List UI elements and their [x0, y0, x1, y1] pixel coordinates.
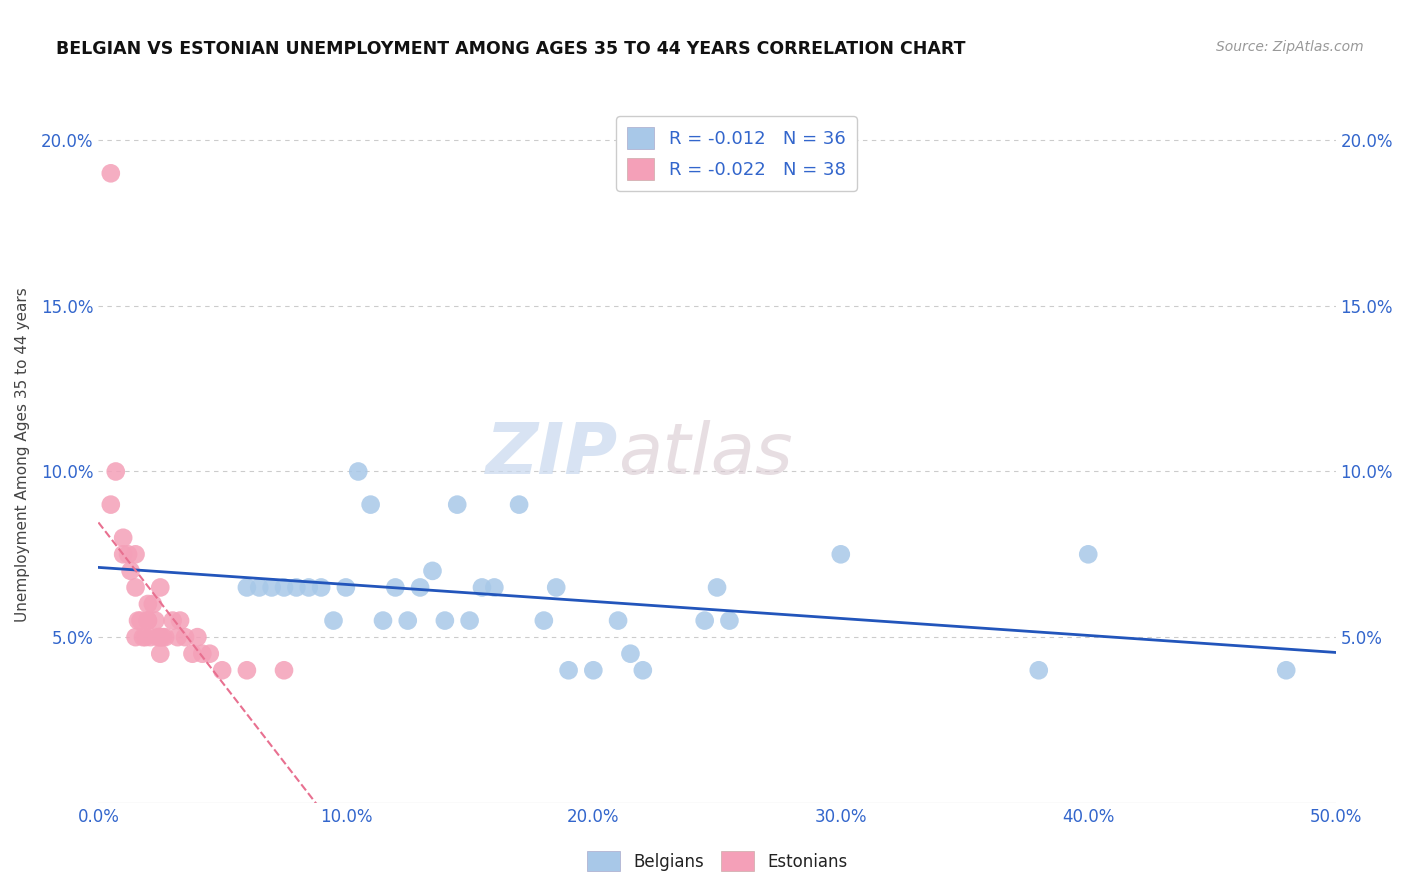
- Point: [546, 581, 568, 595]
- Point: [260, 581, 283, 595]
- Point: [100, 166, 122, 180]
- Point: [508, 498, 530, 512]
- Point: [582, 663, 605, 677]
- Point: [166, 630, 188, 644]
- Point: [409, 581, 432, 595]
- Point: [384, 581, 406, 595]
- Point: [298, 581, 321, 595]
- Point: [211, 663, 233, 677]
- Point: [557, 663, 579, 677]
- Point: [371, 614, 394, 628]
- Text: atlas: atlas: [619, 420, 793, 490]
- Point: [139, 630, 162, 644]
- Point: [124, 630, 146, 644]
- Point: [693, 614, 716, 628]
- Point: [117, 547, 139, 561]
- Point: [186, 630, 208, 644]
- Point: [112, 531, 135, 545]
- Point: [162, 614, 184, 628]
- Point: [143, 614, 166, 628]
- Point: [830, 547, 852, 561]
- Point: [396, 614, 419, 628]
- Point: [335, 581, 357, 595]
- Point: [146, 630, 169, 644]
- Point: [533, 614, 555, 628]
- Point: [198, 647, 221, 661]
- Text: BELGIAN VS ESTONIAN UNEMPLOYMENT AMONG AGES 35 TO 44 YEARS CORRELATION CHART: BELGIAN VS ESTONIAN UNEMPLOYMENT AMONG A…: [56, 40, 966, 58]
- Point: [607, 614, 630, 628]
- Point: [174, 630, 197, 644]
- Point: [124, 547, 146, 561]
- Point: [104, 465, 127, 479]
- Point: [112, 547, 135, 561]
- Point: [236, 581, 259, 595]
- Point: [149, 647, 172, 661]
- Y-axis label: Unemployment Among Ages 35 to 44 years: Unemployment Among Ages 35 to 44 years: [15, 287, 30, 623]
- Point: [322, 614, 344, 628]
- Point: [273, 581, 295, 595]
- Point: [149, 581, 172, 595]
- Point: [718, 614, 741, 628]
- Point: [149, 630, 172, 644]
- Point: [446, 498, 468, 512]
- Point: [149, 630, 172, 644]
- Point: [619, 647, 641, 661]
- Point: [134, 630, 156, 644]
- Point: [142, 597, 165, 611]
- Point: [631, 663, 654, 677]
- Point: [181, 647, 204, 661]
- Point: [1275, 663, 1298, 677]
- Point: [471, 581, 494, 595]
- Point: [129, 614, 152, 628]
- Point: [484, 581, 506, 595]
- Point: [458, 614, 481, 628]
- Point: [273, 663, 295, 677]
- Point: [309, 581, 332, 595]
- Legend: Belgians, Estonians: Belgians, Estonians: [579, 845, 855, 878]
- Point: [169, 614, 191, 628]
- Point: [422, 564, 444, 578]
- Point: [124, 581, 146, 595]
- Point: [120, 564, 142, 578]
- Text: ZIP: ZIP: [486, 420, 619, 490]
- Point: [433, 614, 456, 628]
- Point: [155, 630, 177, 644]
- Point: [132, 630, 155, 644]
- Point: [1028, 663, 1050, 677]
- Point: [191, 647, 214, 661]
- Point: [127, 614, 149, 628]
- Point: [136, 614, 159, 628]
- Point: [706, 581, 728, 595]
- Point: [347, 465, 370, 479]
- Point: [236, 663, 259, 677]
- Point: [152, 630, 174, 644]
- Point: [360, 498, 382, 512]
- Text: Source: ZipAtlas.com: Source: ZipAtlas.com: [1216, 40, 1364, 54]
- Point: [136, 614, 159, 628]
- Point: [100, 498, 122, 512]
- Point: [1077, 547, 1099, 561]
- Point: [247, 581, 270, 595]
- Point: [136, 597, 159, 611]
- Point: [285, 581, 308, 595]
